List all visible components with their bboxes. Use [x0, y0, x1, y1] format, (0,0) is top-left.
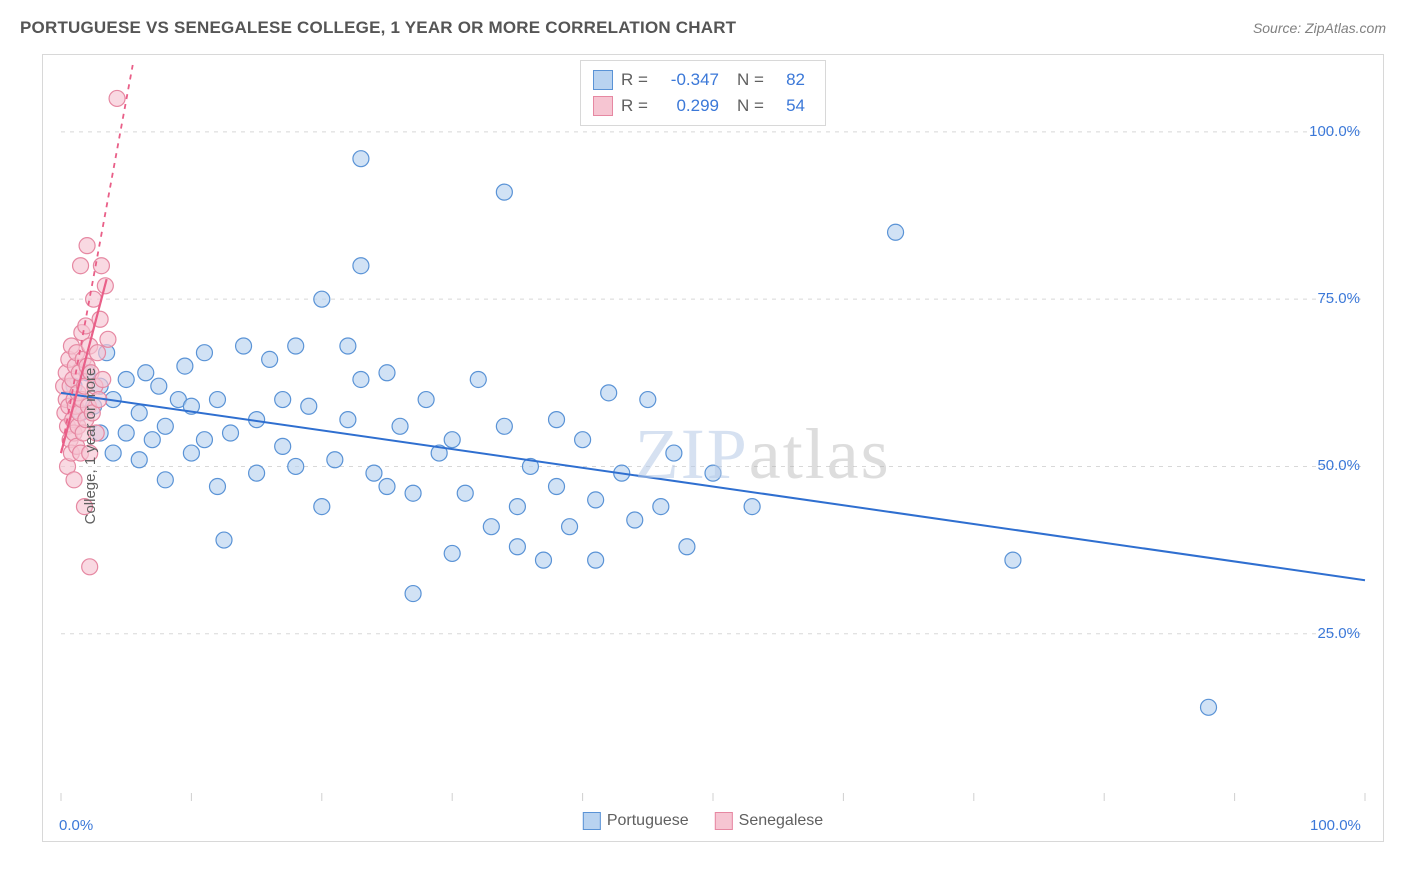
correlation-legend: R = -0.347 N = 82 R = 0.299 N = 54	[580, 60, 826, 126]
legend-n-value: 82	[775, 67, 805, 93]
y-tick-label: 25.0%	[1300, 625, 1360, 642]
legend-swatch	[715, 812, 733, 830]
legend-n-label: N =	[737, 67, 767, 93]
legend-r-value: 0.299	[659, 93, 719, 119]
y-tick-label: 75.0%	[1300, 290, 1360, 307]
legend-swatch	[593, 70, 613, 90]
chart-title: PORTUGUESE VS SENEGALESE COLLEGE, 1 YEAR…	[20, 18, 736, 38]
chart-source: Source: ZipAtlas.com	[1253, 20, 1386, 36]
legend-r-label: R =	[621, 67, 651, 93]
y-axis-label: College, 1 year or more	[82, 368, 99, 525]
legend-row: R = 0.299 N = 54	[593, 93, 805, 119]
y-tick-label: 50.0%	[1300, 457, 1360, 474]
legend-r-label: R =	[621, 93, 651, 119]
legend-n-value: 54	[775, 93, 805, 119]
legend-n-label: N =	[737, 93, 767, 119]
legend-swatch	[593, 96, 613, 116]
x-tick-label: 0.0%	[59, 817, 93, 834]
chart-header: PORTUGUESE VS SENEGALESE COLLEGE, 1 YEAR…	[20, 18, 1386, 38]
legend-swatch	[583, 812, 601, 830]
legend-series-name: Portuguese	[607, 812, 689, 830]
legend-r-value: -0.347	[659, 67, 719, 93]
legend-bottom-item: Senegalese	[715, 812, 824, 830]
chart-area: ZIPatlas 0.0%100.0%25.0%50.0%75.0%100.0%	[42, 54, 1384, 842]
series-legend: Portuguese Senegalese	[583, 812, 823, 830]
legend-series-name: Senegalese	[739, 812, 824, 830]
legend-row: R = -0.347 N = 82	[593, 67, 805, 93]
x-tick-label: 100.0%	[1310, 817, 1361, 834]
legend-bottom-item: Portuguese	[583, 812, 689, 830]
scatter-plot-svg	[43, 55, 1383, 841]
y-tick-label: 100.0%	[1300, 123, 1360, 140]
